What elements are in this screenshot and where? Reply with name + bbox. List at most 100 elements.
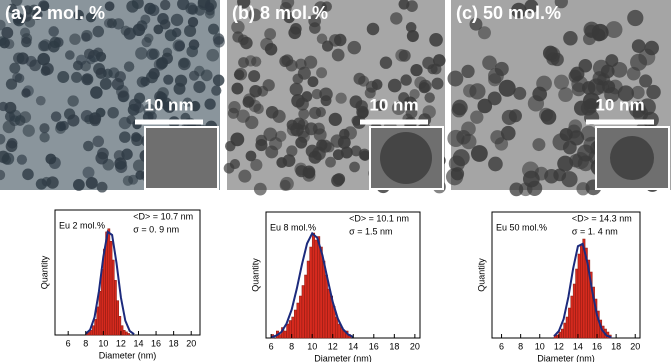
- nanoparticle: [498, 79, 516, 97]
- nanoparticle: [85, 12, 97, 23]
- nanoparticle: [126, 0, 139, 13]
- scale-bar-label: 10 nm: [369, 95, 418, 114]
- nanoparticle: [248, 70, 261, 83]
- nanoparticle: [102, 68, 113, 79]
- nanoparticle: [332, 149, 344, 161]
- histogram-bar: [293, 309, 298, 339]
- nanoparticle: [0, 101, 8, 112]
- nanoparticle: [234, 67, 248, 81]
- nanoparticle: [569, 153, 583, 168]
- histogram-bar: [577, 253, 581, 339]
- nanoparticle: [542, 45, 558, 61]
- histogram-bar: [116, 300, 119, 336]
- x-tick-label: 12: [328, 341, 338, 351]
- fit-curve: [85, 230, 135, 336]
- nanoparticle: [67, 114, 80, 127]
- nanoparticle: [291, 93, 305, 108]
- nanoparticle: [461, 133, 477, 150]
- panel-label: (a) 2 mol. %: [5, 3, 105, 23]
- nanoparticle: [379, 56, 393, 69]
- nanoparticle: [400, 74, 412, 86]
- nanoparticle: [57, 71, 70, 83]
- histogram-bar: [299, 295, 303, 339]
- nanoparticle: [212, 74, 225, 87]
- histogram-bar: [96, 306, 100, 336]
- x-tick-label: 6: [499, 341, 504, 351]
- nanoparticle: [22, 124, 35, 137]
- histogram-bar: [304, 274, 308, 339]
- tem-image: 10 nm (a) 2 mol. %: [0, 0, 225, 193]
- histogram-bar: [314, 239, 318, 339]
- nanoparticle: [67, 95, 79, 107]
- nanoparticle: [245, 150, 257, 162]
- x-tick-label: 6: [66, 338, 71, 348]
- nanoparticle: [275, 130, 287, 142]
- nanoparticle: [228, 101, 241, 114]
- x-tick-label: 12: [116, 338, 126, 348]
- histogram-bar: [570, 295, 574, 339]
- nanoparticle: [173, 82, 186, 95]
- nanoparticle: [272, 109, 286, 123]
- fit-curve: [553, 242, 612, 339]
- nanoparticle: [559, 128, 573, 142]
- nanoparticle: [281, 0, 295, 9]
- nanoparticle: [304, 55, 318, 69]
- x-tick-label: 16: [369, 341, 379, 351]
- histogram-bar: [125, 331, 128, 336]
- nanoparticle: [194, 65, 205, 77]
- nanoparticle: [562, 140, 577, 155]
- nanoparticle: [315, 107, 326, 118]
- histogram-bar: [560, 328, 564, 339]
- nanoparticle: [14, 73, 25, 84]
- nanoparticle: [597, 73, 611, 86]
- nanoparticle: [0, 133, 6, 145]
- nanoparticle: [592, 28, 606, 42]
- histogram-bar: [306, 260, 310, 339]
- x-tick-label: 10: [307, 341, 317, 351]
- nanoparticle: [45, 153, 57, 165]
- nanoparticle: [82, 166, 95, 179]
- nanoparticle: [322, 40, 334, 52]
- nanoparticle: [477, 98, 493, 114]
- nanoparticle: [536, 75, 552, 92]
- nanoparticle: [250, 158, 263, 172]
- nanoparticle: [431, 77, 444, 90]
- nanoparticle: [69, 33, 81, 45]
- nanoparticle: [90, 86, 103, 99]
- histogram-bar: [565, 316, 569, 339]
- nanoparticle: [282, 154, 296, 168]
- nanoparticle: [103, 18, 114, 28]
- nanoparticle: [395, 49, 408, 62]
- histogram-bar: [109, 241, 113, 336]
- x-tick-label: 8: [83, 338, 88, 348]
- nanoparticle: [309, 22, 321, 34]
- nanoparticle: [59, 120, 69, 131]
- nanoparticle: [352, 115, 366, 129]
- nanoparticle: [279, 179, 291, 191]
- nanoparticle: [231, 20, 245, 34]
- nanoparticle: [290, 23, 302, 35]
- nanoparticle: [20, 27, 31, 38]
- annotation: σ = 1.5 nm: [349, 226, 392, 236]
- x-tick-label: 14: [133, 338, 143, 348]
- histogram-bar: [286, 323, 290, 339]
- tem-image: 10 nm (c) 50 mol.%: [445, 0, 671, 197]
- histogram-bar: [572, 283, 576, 339]
- histogram-bar: [296, 302, 300, 339]
- histogram-bar: [311, 232, 316, 339]
- nanoparticle: [358, 148, 371, 161]
- nanoparticle: [410, 64, 423, 77]
- histogram-bar: [94, 319, 97, 336]
- nanoparticle: [133, 102, 145, 114]
- annotation: Eu 2 mol.%: [59, 220, 105, 230]
- panel-label: (c) 50 mol.%: [456, 3, 561, 23]
- nanoparticle: [93, 47, 104, 58]
- nanoparticle: [71, 71, 83, 83]
- nanoparticle: [39, 1, 50, 12]
- nanoparticle: [157, 13, 169, 25]
- nanoparticle: [83, 140, 94, 152]
- nanoparticle: [39, 123, 50, 134]
- nanoparticle: [429, 32, 443, 47]
- annotation: σ = 0. 9 nm: [133, 224, 179, 234]
- nanoparticle: [469, 17, 483, 31]
